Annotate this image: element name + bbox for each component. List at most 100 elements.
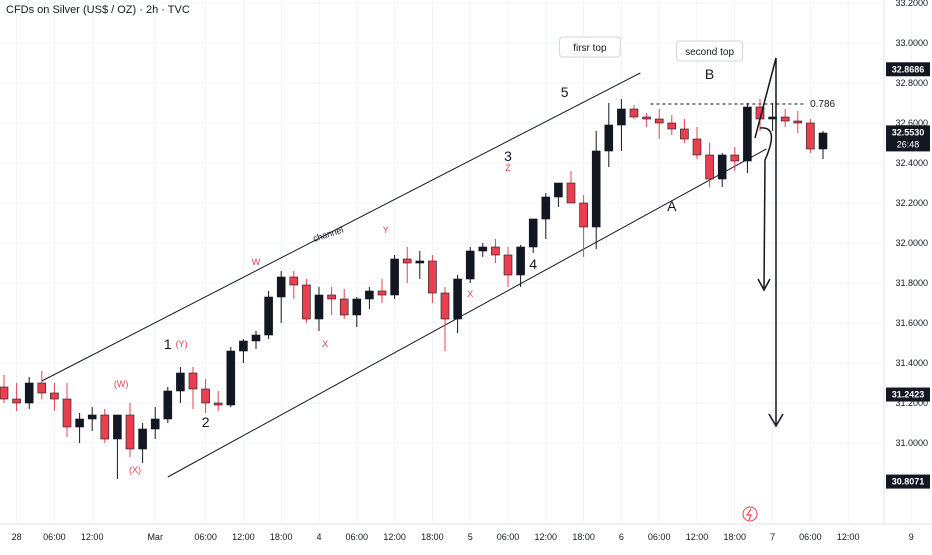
candle-body[interactable] <box>617 108 626 126</box>
candle-body[interactable] <box>705 154 714 180</box>
candle-body[interactable] <box>730 154 740 162</box>
arrow-head-icon <box>768 413 784 428</box>
candle-body[interactable] <box>201 388 210 404</box>
candle-body[interactable] <box>176 372 185 392</box>
candle-body[interactable] <box>667 122 677 130</box>
candle-body[interactable] <box>516 246 525 276</box>
candle-body[interactable] <box>818 132 828 150</box>
candle-body[interactable] <box>302 284 311 320</box>
candle-body[interactable] <box>125 414 135 450</box>
candle-body[interactable] <box>591 150 601 228</box>
event-marker-icon[interactable] <box>742 506 758 522</box>
candle-body[interactable] <box>327 294 336 300</box>
candle-body[interactable] <box>654 118 664 124</box>
candle-body[interactable] <box>100 414 110 440</box>
candle-body[interactable] <box>428 260 437 294</box>
candle-body[interactable] <box>226 350 236 406</box>
candle-body[interactable] <box>188 372 198 390</box>
y-tick-label: 32.6000 <box>895 118 928 128</box>
price-label-countdown: 26:48 <box>897 139 920 149</box>
candle-body[interactable] <box>692 138 702 156</box>
wave-label: (X) <box>129 465 141 475</box>
candle-body[interactable] <box>87 414 97 420</box>
x-tick-label: 06:00 <box>799 532 822 542</box>
y-tick-label: 31.4000 <box>895 358 928 368</box>
candle-body[interactable] <box>239 340 248 352</box>
candle-body[interactable] <box>289 276 299 286</box>
candle-body[interactable] <box>465 250 475 280</box>
y-tick-label: 32.4000 <box>895 158 928 168</box>
candle-body[interactable] <box>780 116 790 122</box>
arrow-head-icon <box>757 278 771 292</box>
candle-body[interactable] <box>528 218 538 248</box>
callout-box <box>559 36 621 58</box>
candle-body[interactable] <box>0 386 9 400</box>
wave-label: Y <box>383 225 389 235</box>
candle-body[interactable] <box>365 290 374 300</box>
candle-body[interactable] <box>680 128 689 140</box>
candle-body[interactable] <box>314 294 324 320</box>
candle-body[interactable] <box>806 122 815 150</box>
candle-body[interactable] <box>251 334 261 342</box>
price-label-text: 32.5530 <box>892 127 925 137</box>
candle-body[interactable] <box>75 418 84 428</box>
candle-body[interactable] <box>264 296 273 336</box>
candle-body[interactable] <box>113 414 122 440</box>
candle-body[interactable] <box>541 196 551 220</box>
candle-body[interactable] <box>276 276 286 298</box>
candle-body[interactable] <box>339 298 349 316</box>
x-tick-label: Mar <box>147 532 163 542</box>
wave-label: 3 <box>504 148 512 164</box>
wave-label: A <box>667 198 677 214</box>
candle-body[interactable] <box>579 202 588 228</box>
x-tick-label: 12:00 <box>383 532 406 542</box>
candle-body[interactable] <box>50 392 59 400</box>
candle-body[interactable] <box>554 182 563 198</box>
candle-body[interactable] <box>24 382 34 404</box>
x-tick-label: 6 <box>619 532 624 542</box>
fib-label: 0.786 <box>810 99 835 110</box>
x-tick-label: 06:00 <box>497 532 520 542</box>
candle-body[interactable] <box>390 258 399 296</box>
wave-label: Z <box>505 163 511 173</box>
x-tick-label: 4 <box>316 532 321 542</box>
price-label-box <box>886 62 930 77</box>
candle-body[interactable] <box>402 258 412 264</box>
wave-label: 1 <box>164 336 172 352</box>
candle-body[interactable] <box>453 278 462 320</box>
y-tick-label: 31.8000 <box>895 278 928 288</box>
candle-body[interactable] <box>566 182 576 204</box>
candle-body[interactable] <box>163 390 173 420</box>
candle-body[interactable] <box>743 106 752 162</box>
candle-body[interactable] <box>491 246 500 256</box>
price-label-box <box>886 125 930 152</box>
candle-body[interactable] <box>12 398 21 404</box>
y-tick-label: 31.2000 <box>895 398 928 408</box>
candle-body[interactable] <box>642 116 651 120</box>
candle-body[interactable] <box>37 382 47 394</box>
candle-body[interactable] <box>62 398 72 428</box>
candle-body[interactable] <box>415 260 425 264</box>
candle-body[interactable] <box>793 120 803 124</box>
x-tick-label: 12:00 <box>535 532 558 542</box>
candle-body[interactable] <box>478 246 488 252</box>
candle-body[interactable] <box>150 418 160 430</box>
candle-body[interactable] <box>377 290 387 296</box>
x-tick-label: 28 <box>12 532 22 542</box>
channel-line <box>167 148 767 478</box>
candle-body[interactable] <box>604 124 614 152</box>
y-tick-label: 31.6000 <box>895 318 928 328</box>
candle-body[interactable] <box>629 108 639 118</box>
x-tick-label: 18:00 <box>572 532 595 542</box>
candle-body[interactable] <box>138 428 147 450</box>
candle-body[interactable] <box>352 298 362 316</box>
candle-body[interactable] <box>440 292 450 320</box>
candle-body[interactable] <box>717 154 727 180</box>
candle-body[interactable] <box>503 254 513 276</box>
price-label-text: 30.8071 <box>892 477 925 487</box>
projection-curve <box>759 127 773 289</box>
callout-box <box>676 40 744 62</box>
candle-body[interactable] <box>213 402 223 406</box>
